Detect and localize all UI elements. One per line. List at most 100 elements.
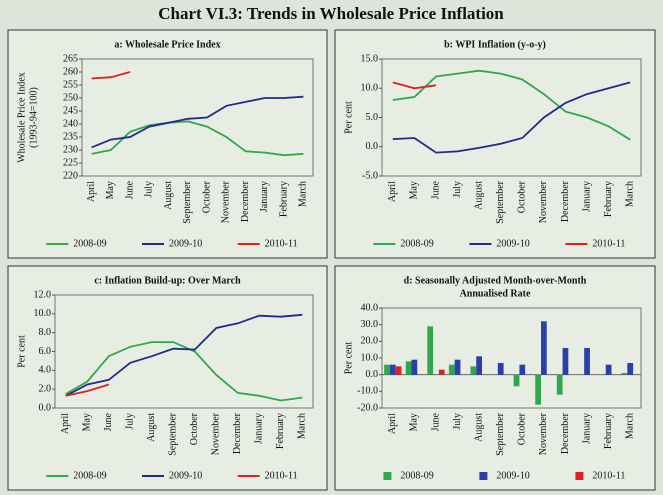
y-tick-label: 0.0	[39, 402, 52, 413]
x-tick-label: February	[275, 413, 286, 449]
x-tick-label: June	[430, 180, 441, 199]
bar	[621, 373, 628, 375]
bar	[427, 326, 434, 375]
x-tick-label: October	[189, 412, 200, 445]
x-tick-label: April	[86, 181, 97, 202]
x-tick-label: January	[581, 181, 592, 212]
line	[392, 81, 631, 154]
panel-title: b: WPI Inflation (y-o-y)	[444, 39, 546, 50]
line	[65, 383, 110, 397]
legend-label: 2010-11	[265, 470, 298, 481]
legend-label: 2009-10	[169, 470, 202, 481]
x-tick-label: October	[517, 180, 528, 213]
y-tick-label: 255	[63, 79, 78, 90]
y-tick-label: 245	[63, 105, 78, 116]
bar	[605, 364, 612, 375]
x-tick-label: April	[387, 181, 398, 202]
x-tick-label: December	[560, 180, 571, 222]
panel	[7, 29, 328, 259]
x-tick-label: May	[409, 181, 420, 199]
panel	[334, 265, 656, 491]
line	[91, 71, 131, 80]
y-tick-label: 4.0	[39, 365, 52, 376]
bar	[405, 361, 412, 375]
bar	[438, 369, 445, 375]
legend-label: 2010-11	[592, 470, 625, 481]
x-tick-label: July	[452, 181, 463, 198]
bar	[497, 363, 504, 375]
bar	[535, 374, 541, 405]
x-tick-label: January	[259, 181, 270, 212]
panel-title: a: Wholesale Price Index	[114, 39, 220, 50]
y-tick-label: 225	[63, 157, 78, 168]
x-tick-label: June	[430, 412, 441, 431]
bar	[389, 364, 396, 375]
x-tick-label: March	[297, 413, 308, 439]
y-tick-label: -10.0	[357, 386, 378, 397]
bar	[556, 374, 563, 395]
x-tick-label: August	[163, 181, 174, 210]
legend-label: 2008-09	[400, 470, 433, 481]
legend-label: 2008-09	[73, 470, 106, 481]
y-tick-label: 2.0	[39, 383, 52, 394]
x-tick-label: November	[538, 180, 549, 223]
y-axis-label: Wholesale Price Index	[16, 72, 27, 163]
x-tick-label: August	[473, 413, 484, 442]
x-tick-label: April	[387, 413, 398, 434]
line	[65, 313, 303, 397]
legend-label: 2009-10	[496, 238, 529, 249]
bar	[448, 364, 455, 375]
bar	[454, 359, 461, 375]
y-tick-label: 15.0	[361, 53, 379, 64]
legend-label: 2010-11	[592, 238, 625, 249]
y-tick-label: 10.0	[34, 308, 52, 319]
y-tick-label: -5.0	[362, 170, 378, 181]
x-tick-label: May	[409, 413, 420, 431]
bar	[627, 363, 634, 375]
line	[392, 81, 437, 90]
x-tick-label: August	[146, 413, 157, 442]
y-tick-label: 230	[63, 144, 78, 155]
bar	[476, 356, 483, 375]
y-tick-label: 0.0	[366, 141, 379, 152]
legend-label: 2008-09	[400, 238, 433, 249]
x-tick-label: January	[254, 413, 265, 444]
y-tick-label: 30.0	[361, 319, 379, 330]
x-tick-label: April	[60, 413, 71, 434]
y-tick-label: 10.0	[361, 83, 379, 94]
bar	[562, 348, 569, 375]
y-tick-label: 0.0	[366, 369, 379, 380]
x-tick-label: September	[182, 180, 193, 223]
x-tick-label: March	[298, 181, 309, 207]
panel	[7, 265, 328, 491]
x-tick-label: June	[103, 412, 114, 431]
x-tick-label: December	[232, 412, 243, 454]
y-axis-label: Per cent	[16, 335, 27, 368]
x-tick-label: March	[625, 413, 636, 439]
x-tick-label: January	[581, 413, 592, 444]
x-tick-label: September	[495, 180, 506, 223]
x-tick-label: March	[625, 181, 636, 207]
x-tick-label: December	[560, 412, 571, 454]
x-tick-label: February	[278, 181, 289, 217]
x-tick-label: May	[82, 413, 93, 431]
x-tick-label: August	[473, 181, 484, 210]
legend-label: 2009-10	[496, 470, 529, 481]
y-tick-label: 260	[63, 66, 78, 77]
y-tick-label: 240	[63, 118, 78, 129]
x-tick-label: May	[105, 181, 116, 199]
x-tick-label: July	[452, 413, 463, 430]
x-tick-label: October	[201, 180, 212, 213]
panel-title: d: Seasonally Adjusted Month-over-Month	[404, 275, 587, 286]
legend-swatch	[383, 472, 392, 480]
x-tick-label: November	[211, 412, 222, 455]
y-tick-label: 220	[63, 170, 78, 181]
bar	[519, 364, 526, 375]
panel-title: Annualised Rate	[460, 288, 531, 299]
y-tick-label: 235	[63, 131, 78, 142]
line	[91, 95, 304, 149]
x-tick-label: November	[221, 180, 232, 223]
y-axis-label: Per cent	[343, 101, 354, 134]
line	[91, 120, 304, 157]
